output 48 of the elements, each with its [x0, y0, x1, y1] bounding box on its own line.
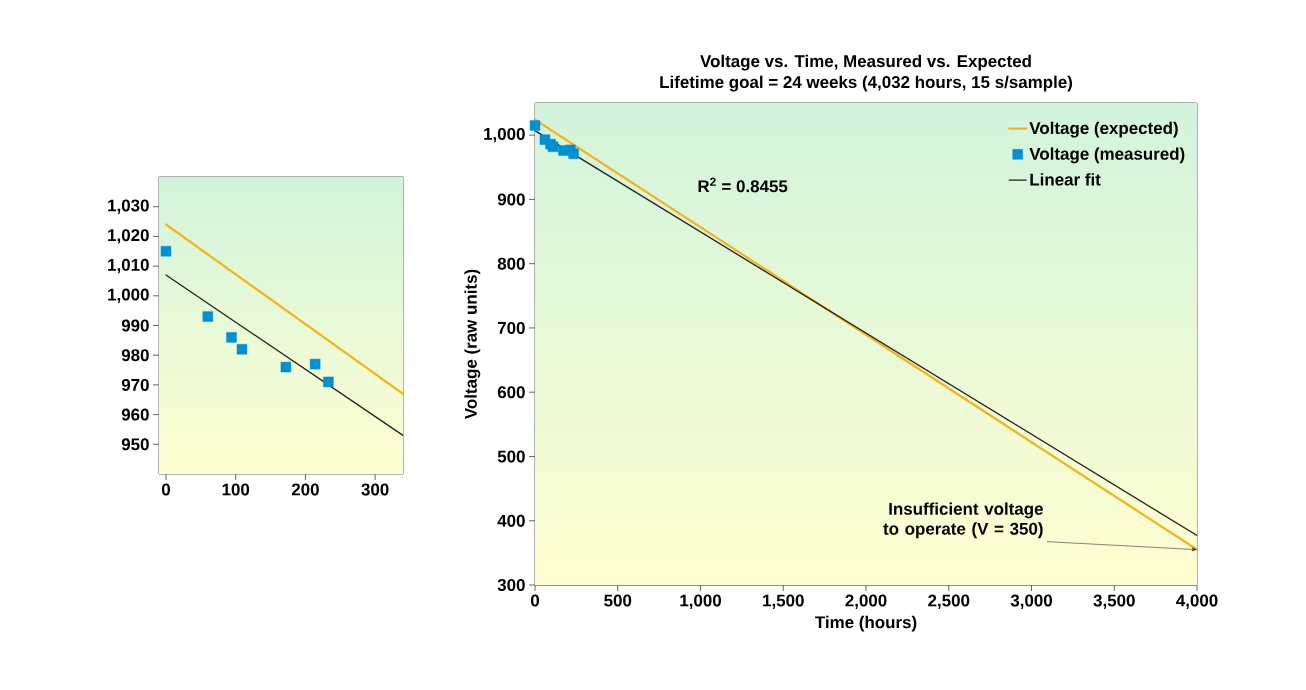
y-tick-label: 500 [497, 450, 525, 463]
y-tick-label: 900 [497, 193, 525, 206]
chart-subtitle: Lifetime goal = 24 weeks (4,032 hours, 15 s/sample) [660, 75, 1072, 92]
y-axis-title: Voltage (raw units) [464, 269, 481, 420]
x-axis-title: Time (hours) [815, 615, 917, 632]
x-tick-label: 3,000 [1010, 594, 1052, 609]
x-tick-label: 500 [604, 594, 632, 607]
point [236, 344, 248, 355]
x-tick-label: 2,000 [845, 594, 887, 609]
y-tick-label: 1,000 [484, 127, 525, 143]
point [323, 376, 334, 388]
x-tick-label: 0 [530, 594, 540, 607]
legend-label: Linear fit [1030, 173, 1101, 186]
y-tick-label: 600 [497, 386, 525, 399]
point [529, 120, 541, 131]
x-tick-label: 1,000 [680, 594, 721, 609]
point [309, 358, 321, 370]
legend-label: Voltage (measured) [1029, 147, 1185, 164]
x-tick-label: 100 [222, 483, 250, 496]
y-tick-label: 1,030 [108, 199, 149, 214]
y-tick-label: 1,010 [108, 258, 149, 274]
y-tick-label: 400 [497, 514, 525, 527]
y-tick-label: 980 [121, 349, 149, 362]
y-tick-label: 990 [121, 319, 149, 332]
point [226, 332, 237, 343]
point [280, 361, 292, 373]
y-tick-label: 970 [121, 378, 149, 391]
y-tick-label: 960 [121, 408, 149, 421]
y-tick-label: 1,000 [108, 288, 149, 304]
legend-label: Voltage (expected) [1029, 121, 1178, 138]
y-tick-label: 800 [497, 257, 525, 270]
x-tick-label: 300 [361, 483, 389, 496]
x-tick-label: 200 [291, 483, 319, 496]
y-tick-label: 700 [497, 321, 525, 334]
point [568, 148, 579, 159]
annotation: R$^{2}$ = 0.8455 [698, 177, 788, 193]
point [202, 311, 213, 322]
x-tick-label: 1,500 [763, 594, 804, 609]
annotation: Insufficient voltage to operate (V = 350) [883, 502, 1043, 539]
x-tick-label: 3,500 [1093, 594, 1135, 609]
x-tick-label: 4,000 [1176, 594, 1218, 609]
chart-title: Voltage vs. Time, Measured vs. Expected [700, 54, 1031, 71]
x-tick-label: 0 [161, 483, 170, 496]
point [160, 246, 172, 257]
y-tick-label: 1,020 [108, 229, 149, 244]
x-tick-label: 2,500 [928, 594, 970, 609]
y-tick-label: 300 [497, 578, 525, 591]
y-tick-label: 950 [121, 438, 149, 451]
